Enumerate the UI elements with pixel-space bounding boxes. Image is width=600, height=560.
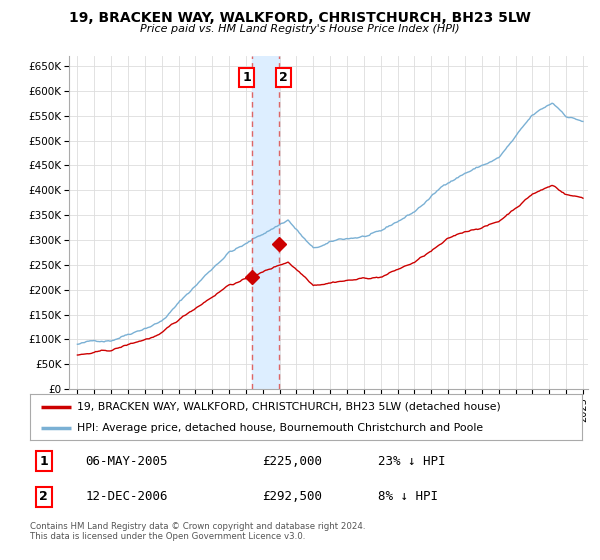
- Text: 12-DEC-2006: 12-DEC-2006: [85, 491, 168, 503]
- Text: Contains HM Land Registry data © Crown copyright and database right 2024.
This d: Contains HM Land Registry data © Crown c…: [30, 522, 365, 542]
- Text: 06-MAY-2005: 06-MAY-2005: [85, 455, 168, 468]
- Text: 8% ↓ HPI: 8% ↓ HPI: [378, 491, 438, 503]
- Text: £292,500: £292,500: [262, 491, 322, 503]
- Text: 2: 2: [40, 491, 48, 503]
- Bar: [252, 56, 279, 389]
- Text: £225,000: £225,000: [262, 455, 322, 468]
- Text: 1: 1: [40, 455, 48, 468]
- Text: 19, BRACKEN WAY, WALKFORD, CHRISTCHURCH, BH23 5LW (detached house): 19, BRACKEN WAY, WALKFORD, CHRISTCHURCH,…: [77, 402, 500, 412]
- Text: Price paid vs. HM Land Registry's House Price Index (HPI): Price paid vs. HM Land Registry's House …: [140, 24, 460, 34]
- Text: 19, BRACKEN WAY, WALKFORD, CHRISTCHURCH, BH23 5LW: 19, BRACKEN WAY, WALKFORD, CHRISTCHURCH,…: [69, 11, 531, 25]
- Text: HPI: Average price, detached house, Bournemouth Christchurch and Poole: HPI: Average price, detached house, Bour…: [77, 423, 483, 433]
- Text: 1: 1: [242, 71, 251, 84]
- Text: 2: 2: [280, 71, 288, 84]
- Text: 23% ↓ HPI: 23% ↓ HPI: [378, 455, 445, 468]
